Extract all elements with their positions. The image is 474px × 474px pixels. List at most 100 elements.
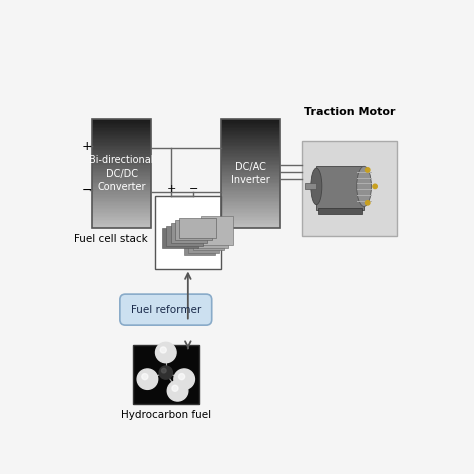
Bar	[92, 151, 151, 153]
Bar	[221, 208, 280, 209]
Bar	[221, 203, 280, 205]
Text: +: +	[82, 140, 92, 153]
Bar	[166, 226, 203, 246]
Bar	[92, 187, 151, 189]
Bar	[221, 139, 280, 141]
Bar	[92, 129, 151, 131]
Bar	[221, 227, 280, 228]
Bar	[221, 138, 280, 139]
Text: −: −	[82, 183, 92, 197]
Text: +: +	[166, 184, 176, 194]
Bar	[92, 198, 151, 200]
Bar	[92, 138, 151, 139]
Bar	[92, 220, 151, 221]
Bar	[221, 118, 280, 120]
Bar	[92, 173, 151, 175]
Bar	[221, 179, 280, 181]
Circle shape	[162, 368, 166, 373]
Bar	[221, 160, 280, 161]
Circle shape	[159, 366, 173, 379]
Bar	[221, 151, 280, 153]
Bar	[92, 227, 151, 228]
Bar	[92, 123, 151, 124]
Bar	[221, 165, 280, 167]
Bar	[92, 160, 151, 161]
Bar	[92, 132, 151, 134]
Circle shape	[142, 374, 148, 380]
Text: Hydrocarbon fuel: Hydrocarbon fuel	[121, 410, 211, 420]
Bar	[92, 135, 151, 137]
Bar	[221, 134, 280, 136]
Bar	[221, 177, 280, 179]
Bar	[305, 183, 316, 189]
Bar	[301, 141, 397, 236]
Bar	[92, 203, 151, 205]
Bar	[155, 196, 221, 269]
Bar	[92, 142, 151, 144]
Bar	[92, 224, 151, 226]
Bar	[92, 126, 151, 127]
Bar	[92, 127, 151, 128]
Bar	[221, 166, 280, 168]
Bar	[92, 214, 151, 216]
Bar	[221, 209, 280, 210]
Bar	[92, 150, 151, 152]
Bar	[92, 205, 151, 207]
Bar	[221, 188, 280, 190]
Bar	[92, 157, 151, 159]
Circle shape	[365, 168, 370, 172]
Bar	[221, 180, 280, 182]
Bar	[318, 208, 362, 214]
Bar	[221, 143, 280, 145]
Bar	[221, 163, 280, 164]
Bar	[92, 225, 151, 227]
Bar	[221, 168, 280, 170]
Bar	[92, 219, 151, 220]
Bar	[92, 209, 151, 210]
Bar	[221, 220, 280, 221]
Bar	[221, 219, 280, 220]
Bar	[221, 119, 280, 228]
Bar	[92, 176, 151, 178]
Circle shape	[373, 184, 377, 189]
Bar	[221, 155, 280, 157]
Bar	[92, 199, 151, 201]
Bar	[221, 194, 280, 196]
Bar	[92, 177, 151, 179]
Bar	[221, 149, 280, 150]
Bar	[221, 128, 280, 130]
Ellipse shape	[311, 168, 322, 205]
Bar	[221, 182, 280, 183]
Bar	[221, 173, 280, 175]
Bar	[92, 155, 151, 157]
Bar	[221, 198, 280, 200]
Bar	[221, 197, 280, 198]
Bar	[221, 195, 280, 197]
Bar	[92, 180, 151, 182]
Bar	[221, 147, 280, 149]
Bar	[92, 206, 151, 208]
Bar	[92, 172, 151, 173]
Bar	[92, 216, 151, 218]
Bar	[221, 129, 280, 131]
Bar	[221, 187, 280, 189]
Bar	[221, 186, 280, 187]
Bar	[92, 188, 151, 190]
Bar	[221, 150, 280, 152]
Circle shape	[174, 369, 194, 389]
Bar	[221, 217, 280, 219]
Bar	[92, 197, 151, 198]
Bar	[221, 120, 280, 122]
Text: Fuel reformer: Fuel reformer	[131, 305, 201, 315]
Bar	[92, 169, 151, 171]
Bar	[197, 219, 228, 248]
Bar	[184, 226, 215, 255]
Bar	[92, 175, 151, 176]
Bar	[92, 145, 151, 146]
Bar	[92, 192, 151, 194]
Bar	[92, 217, 151, 219]
Bar	[221, 126, 280, 127]
Bar	[92, 171, 151, 173]
Bar	[221, 183, 280, 184]
Bar	[92, 166, 151, 168]
